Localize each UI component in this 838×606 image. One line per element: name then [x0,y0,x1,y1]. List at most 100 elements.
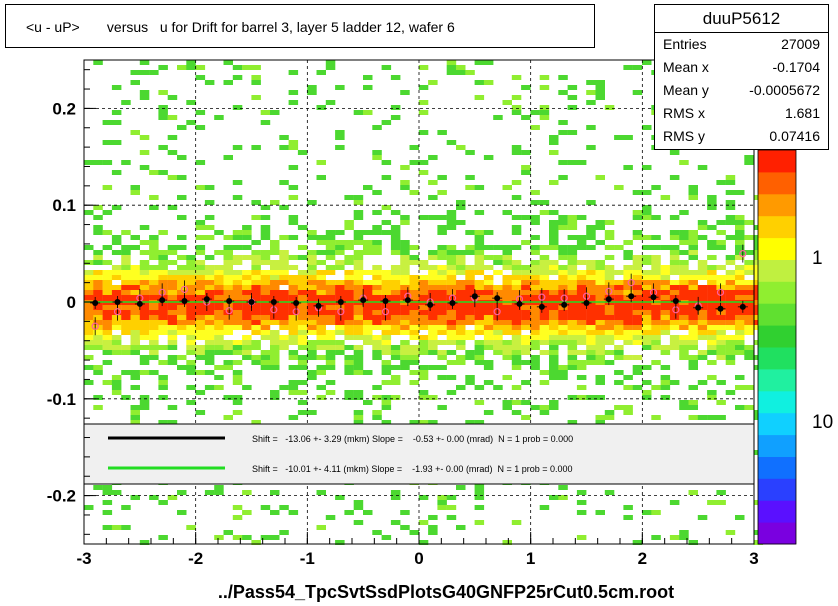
heat-cell [84,340,94,345]
heat-cell [344,195,354,200]
heat-cell [595,285,605,290]
heat-cell [735,190,745,195]
heat-cell [576,335,587,340]
profile-point [583,299,590,306]
heat-cell [446,285,457,290]
heat-cell [558,120,568,125]
heat-cell [363,370,373,375]
heat-cell [725,290,736,295]
heat-cell [632,290,643,295]
heat-cell [307,370,317,375]
heat-cell [390,495,401,500]
heat-cell [446,390,457,395]
heat-cell [521,340,531,345]
heat-cell [418,265,429,270]
heat-cell [372,315,382,320]
heat-cell [177,245,187,250]
heat-cell [204,200,215,205]
heat-cell [549,295,559,300]
heat-cell [511,365,522,370]
heat-cell [260,110,271,115]
heat-cell [669,320,680,325]
heat-cell [511,270,522,275]
heat-cell [642,285,652,290]
heat-cell [232,380,243,385]
profile-point [605,296,612,303]
heat-cell [102,485,113,490]
heat-cell [446,310,457,315]
heat-cell [688,255,698,260]
heat-cell [632,190,643,195]
heat-cell [130,290,140,295]
heat-cell [604,330,615,335]
heat-cell [195,65,206,70]
heat-cell [363,110,373,115]
heat-cell [623,340,633,345]
heat-cell [511,360,522,365]
heat-cell [381,120,392,125]
heat-cell [456,290,466,295]
heat-cell [418,260,429,265]
colorbar-segment [758,478,796,501]
heat-cell [530,360,540,365]
heat-cell [111,385,122,390]
heat-cell [353,390,364,395]
heat-cell [660,345,671,350]
heat-cell [642,345,652,350]
heat-cell [735,215,745,220]
heat-cell [288,380,299,385]
heat-cell [660,270,671,275]
heat-cell [502,260,512,265]
heat-cell [204,215,215,220]
heat-cell [511,145,522,150]
heat-cell [735,230,745,235]
colorbar-segment [758,281,796,304]
heat-cell [111,305,122,310]
heat-cell [186,345,196,350]
profile-point [226,298,233,305]
heat-cell [93,330,103,335]
heat-cell [558,75,568,80]
heat-cell [688,250,698,255]
heat-cell [130,190,140,195]
heat-cell [195,160,206,165]
heat-cell [567,285,578,290]
heat-cell [260,360,271,365]
heat-cell [614,345,624,350]
heat-cell [632,255,643,260]
heat-cell [483,285,494,290]
heat-cell [195,290,206,295]
heat-cell [549,225,559,230]
heat-cell [121,525,131,530]
heat-cell [632,260,643,265]
heat-cell [502,280,512,285]
heat-cell [270,200,280,205]
heat-cell [428,250,438,255]
heat-cell [651,330,661,335]
heat-cell [446,140,457,145]
stats-label: Mean y [663,82,709,98]
heat-cell [325,330,336,335]
heat-cell [418,395,429,400]
heat-cell [232,260,243,265]
heat-cell [539,340,550,345]
heat-cell [390,245,401,250]
heat-cell [586,330,596,335]
heat-cell [521,305,531,310]
heat-cell [102,315,113,320]
heat-cell [409,330,419,335]
heat-cell [214,345,224,350]
heat-cell [353,355,364,360]
heat-cell [576,375,587,380]
heat-cell [121,370,131,375]
heat-cell [716,380,726,385]
heat-cell [418,340,429,345]
heat-cell [270,345,280,350]
heat-cell [139,395,150,400]
heat-cell [335,305,345,310]
heat-cell [474,250,485,255]
heat-cell [353,415,364,420]
heat-cell [614,320,624,325]
heat-cell [279,305,289,310]
x-tick-label: 0 [414,549,423,568]
